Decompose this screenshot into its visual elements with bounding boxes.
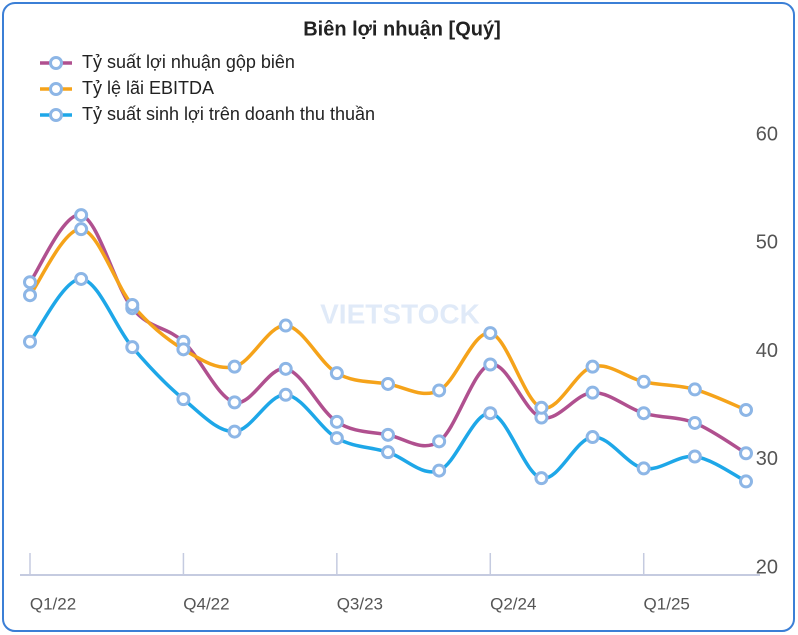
legend-label: Tỷ suất sinh lợi trên doanh thu thuần: [82, 104, 375, 124]
data-point: [585, 385, 600, 400]
data-point: [636, 461, 651, 476]
data-point: [483, 406, 498, 421]
data-point: [176, 392, 191, 407]
legend-label: Tỷ lệ lãi EBITDA: [82, 78, 214, 98]
data-point: [125, 297, 140, 312]
watermark: VIETSTOCK: [320, 298, 480, 329]
data-point: [125, 340, 140, 355]
data-point: [278, 387, 293, 402]
data-point: [739, 474, 753, 489]
data-point: [227, 359, 242, 374]
y-tick-label: 30: [756, 448, 778, 470]
data-point: [23, 288, 37, 303]
data-point: [74, 271, 89, 286]
x-tick-label: Q3/23: [337, 594, 383, 613]
x-tick-label: Q2/24: [490, 594, 536, 613]
y-tick-label: 60: [756, 123, 778, 145]
data-point: [278, 318, 293, 333]
legend-marker: [49, 56, 63, 70]
data-point: [739, 402, 753, 417]
x-tick-label: Q1/25: [644, 594, 690, 613]
data-point: [381, 427, 395, 442]
data-point: [534, 471, 549, 486]
data-point: [381, 445, 395, 460]
legend-marker: [49, 82, 63, 96]
data-point: [687, 415, 702, 430]
data-point: [278, 361, 293, 376]
data-point: [432, 383, 447, 398]
data-point: [329, 431, 344, 446]
data-point: [74, 222, 89, 237]
data-point: [636, 374, 651, 389]
y-tick-label: 20: [756, 556, 778, 578]
data-point: [329, 414, 344, 429]
data-point: [227, 424, 242, 439]
data-point: [23, 275, 37, 290]
data-point: [687, 449, 702, 464]
data-point: [329, 366, 344, 381]
data-point: [534, 400, 549, 415]
data-point: [687, 382, 702, 397]
data-point: [483, 326, 498, 341]
data-point: [432, 463, 447, 478]
chart-title: Biên lợi nhuận [Quý]: [303, 18, 501, 40]
y-tick-label: 50: [756, 232, 778, 254]
legend-marker: [49, 108, 63, 122]
data-point: [483, 357, 498, 372]
data-point: [432, 434, 447, 449]
data-point: [636, 406, 651, 421]
data-point: [23, 334, 37, 349]
data-point: [585, 430, 600, 445]
x-tick-label: Q4/22: [183, 594, 229, 613]
data-point: [585, 359, 600, 374]
y-tick-label: 40: [756, 340, 778, 362]
data-point: [381, 376, 395, 391]
data-point: [739, 446, 753, 461]
legend-label: Tỷ suất lợi nhuận gộp biên: [82, 52, 295, 72]
x-tick-label: Q1/22: [30, 594, 76, 613]
data-point: [227, 395, 242, 410]
data-point: [176, 342, 191, 357]
data-point: [74, 208, 89, 223]
